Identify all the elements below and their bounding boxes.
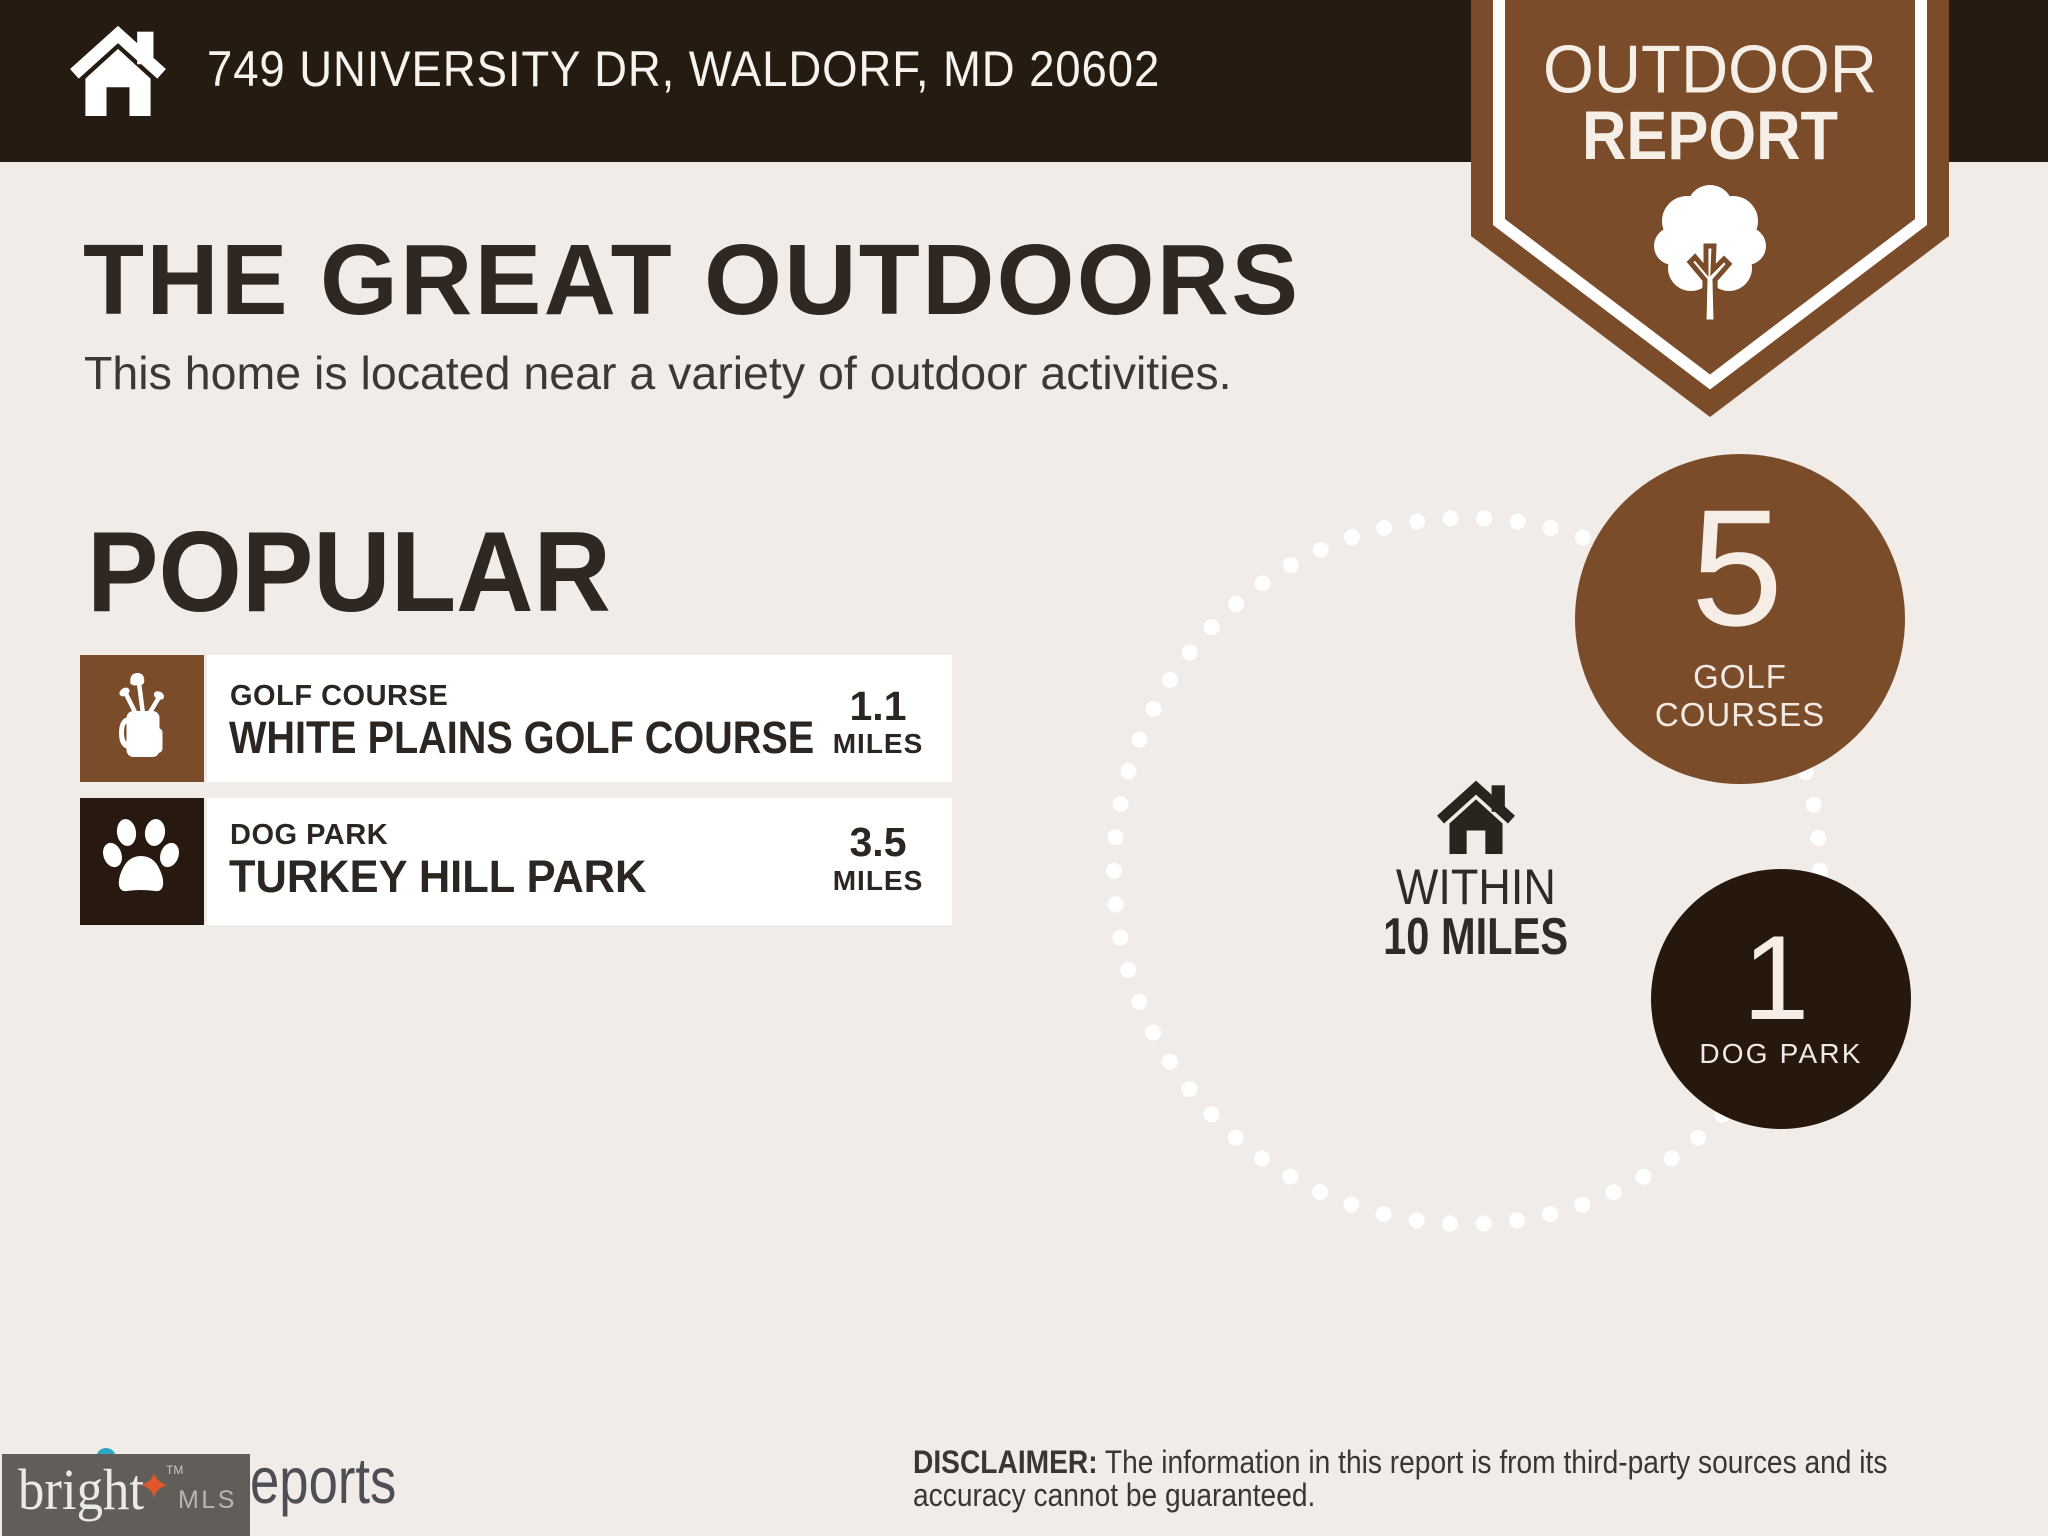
svg-text:OUTDOOR: OUTDOOR [1543, 32, 1877, 108]
svg-text:REPORT: REPORT [1582, 97, 1838, 174]
